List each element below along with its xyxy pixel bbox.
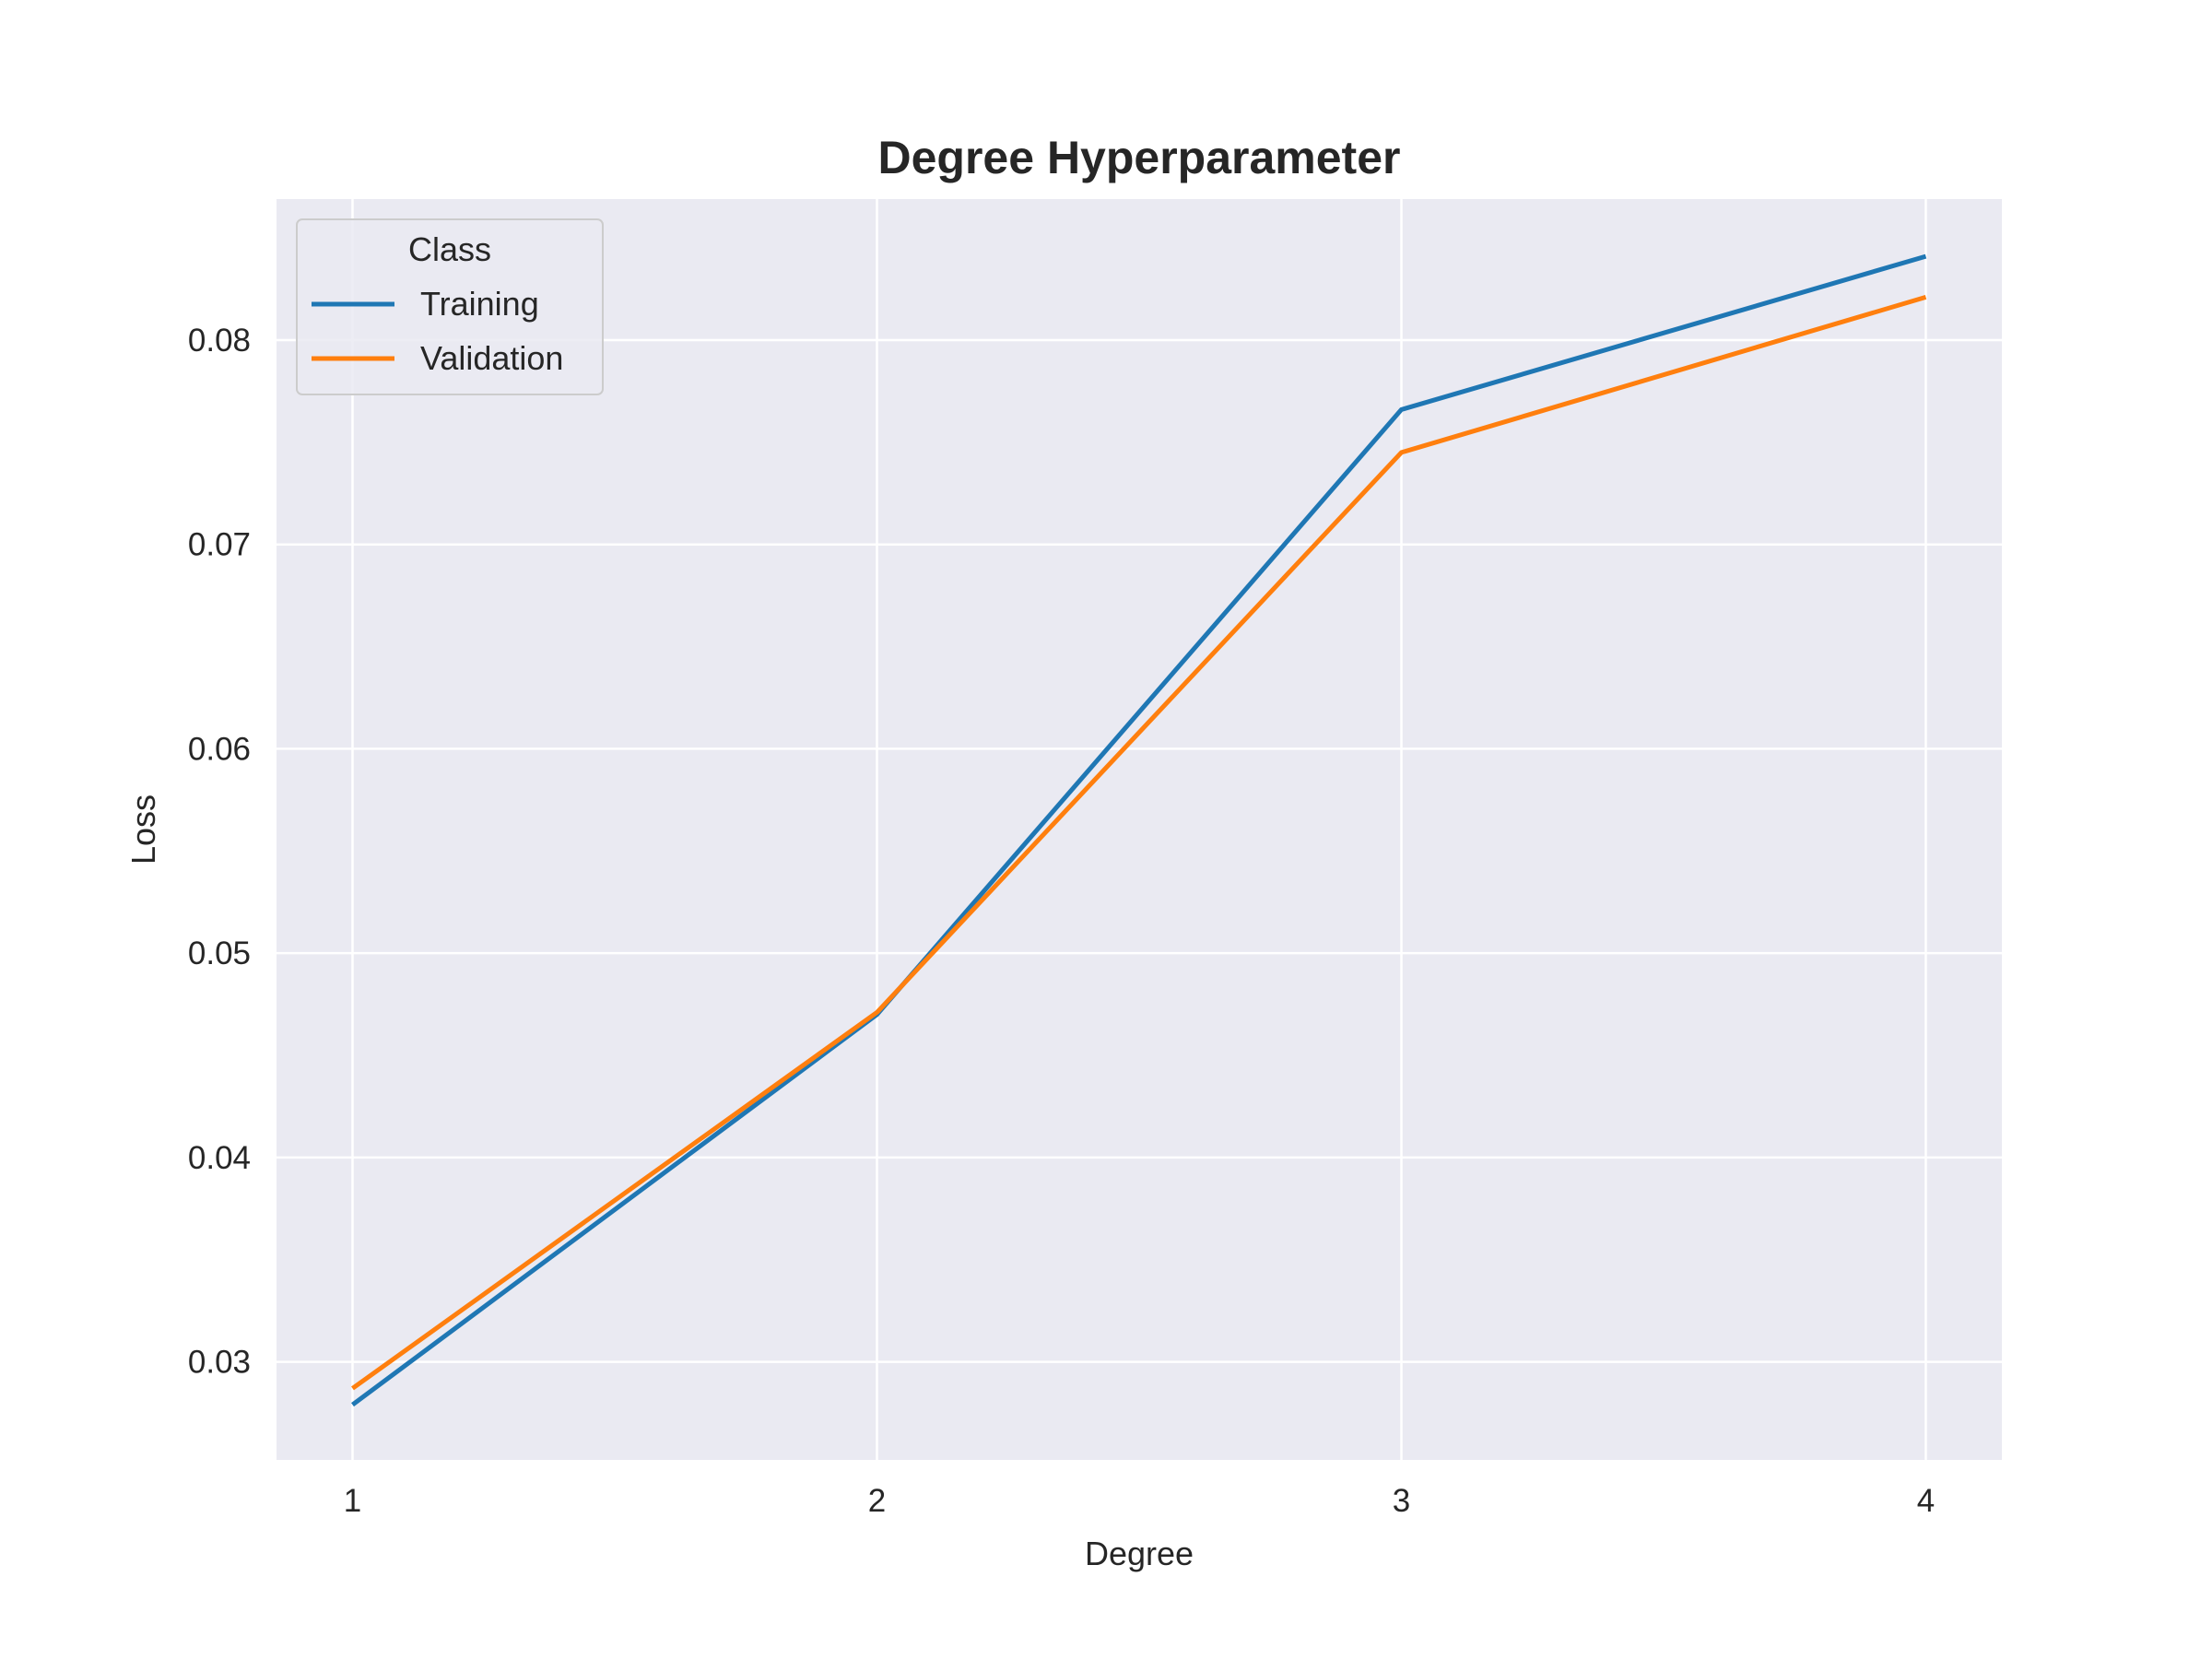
y-tick-label: 0.03 <box>188 1345 251 1381</box>
legend: Class Training Validation <box>296 218 604 395</box>
x-axis-label: Degree <box>1085 1535 1194 1572</box>
legend-entries: Training Validation <box>312 285 563 377</box>
y-tick-label: 0.05 <box>188 935 251 971</box>
series-line-training <box>351 253 1927 1407</box>
series-line-validation <box>351 295 1927 1391</box>
chart-title: Degree Hyperparameter <box>878 132 1401 183</box>
legend-label: Validation <box>420 339 563 377</box>
legend-label: Training <box>420 285 539 323</box>
x-tick-label: 2 <box>868 1483 886 1519</box>
series-lines <box>351 253 1927 1407</box>
y-tick-labels: 0.03 0.04 0.05 0.06 0.07 0.08 <box>188 323 251 1381</box>
x-tick-label: 3 <box>1393 1483 1410 1519</box>
x-tick-label: 1 <box>344 1483 361 1519</box>
x-tick-labels: 1 2 3 4 <box>344 1483 1935 1519</box>
x-tick-label: 4 <box>1917 1483 1935 1519</box>
legend-entry-training: Training <box>312 285 539 323</box>
y-tick-label: 0.06 <box>188 731 251 767</box>
legend-entry-validation: Validation <box>312 339 563 377</box>
y-tick-label: 0.08 <box>188 323 251 359</box>
y-tick-label: 0.07 <box>188 527 251 563</box>
legend-box <box>296 218 604 395</box>
y-tick-label: 0.04 <box>188 1140 251 1176</box>
legend-title: Class <box>408 230 491 268</box>
y-axis-label: Loss <box>124 794 162 865</box>
